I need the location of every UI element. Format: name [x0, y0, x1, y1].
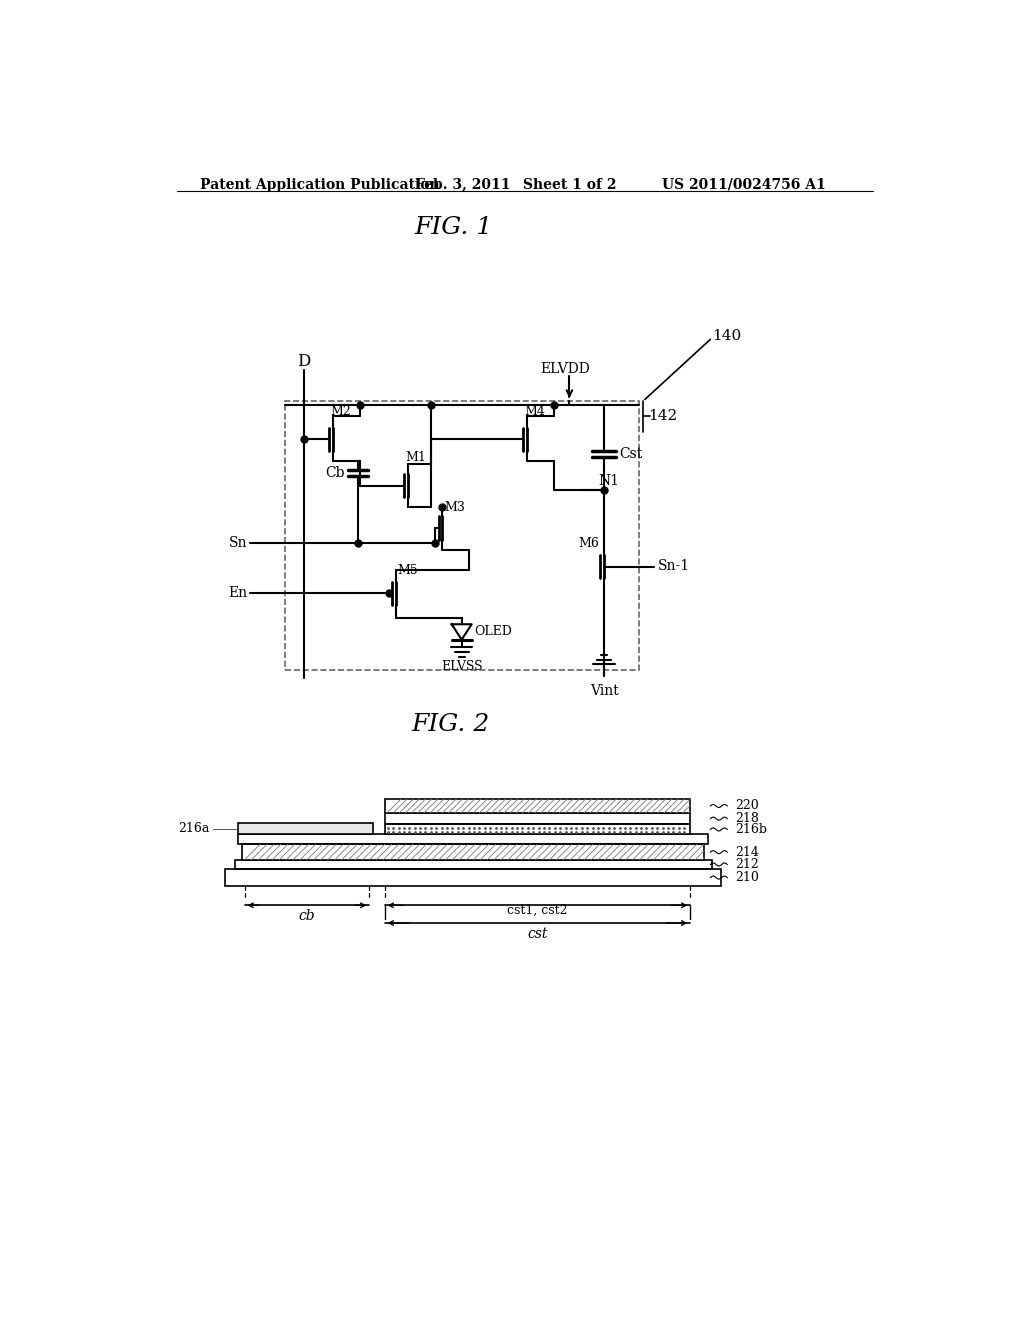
Text: FIG. 1: FIG. 1: [415, 216, 494, 239]
Text: 140: 140: [712, 329, 741, 342]
Bar: [385, 799, 690, 813]
Text: OLED: OLED: [474, 626, 512, 639]
Text: Feb. 3, 2011: Feb. 3, 2011: [416, 178, 511, 191]
Text: M4: M4: [524, 405, 546, 418]
Bar: [285, 401, 639, 671]
Text: Cst: Cst: [620, 447, 643, 461]
Bar: [243, 845, 705, 859]
Text: 212: 212: [735, 858, 759, 871]
Text: Vint: Vint: [590, 684, 618, 697]
Text: Sheet 1 of 2: Sheet 1 of 2: [523, 178, 616, 191]
Text: 220: 220: [735, 800, 759, 813]
Text: ELVSS: ELVSS: [441, 660, 482, 673]
Text: 218: 218: [735, 812, 759, 825]
Text: M3: M3: [444, 502, 466, 515]
Text: ELVDD: ELVDD: [541, 362, 591, 376]
Bar: [234, 859, 712, 869]
Bar: [239, 834, 708, 845]
Text: cb: cb: [299, 909, 315, 923]
Text: N1: N1: [599, 474, 620, 488]
Polygon shape: [452, 624, 472, 640]
Text: cst: cst: [527, 927, 548, 941]
Text: 216a: 216a: [178, 822, 210, 836]
Text: Cb: Cb: [326, 466, 345, 479]
Text: M6: M6: [578, 536, 599, 549]
Text: D: D: [297, 354, 310, 370]
Bar: [225, 869, 721, 886]
Text: US 2011/0024756 A1: US 2011/0024756 A1: [662, 178, 825, 191]
Text: M1: M1: [406, 451, 426, 465]
Text: En: En: [228, 586, 248, 601]
Text: M2: M2: [331, 405, 351, 418]
Text: 210: 210: [735, 871, 759, 884]
Text: Sn-1: Sn-1: [658, 560, 690, 573]
Text: Sn: Sn: [229, 536, 248, 550]
Text: 142: 142: [648, 409, 677, 424]
Bar: [385, 813, 690, 825]
Text: cst1, cst2: cst1, cst2: [507, 904, 567, 917]
Bar: [385, 825, 690, 834]
Text: M5: M5: [397, 564, 419, 577]
Text: 214: 214: [735, 846, 759, 859]
Bar: [239, 822, 373, 834]
Text: FIG. 2: FIG. 2: [411, 713, 489, 735]
Text: 216b: 216b: [735, 822, 767, 836]
Text: Patent Application Publication: Patent Application Publication: [200, 178, 439, 191]
